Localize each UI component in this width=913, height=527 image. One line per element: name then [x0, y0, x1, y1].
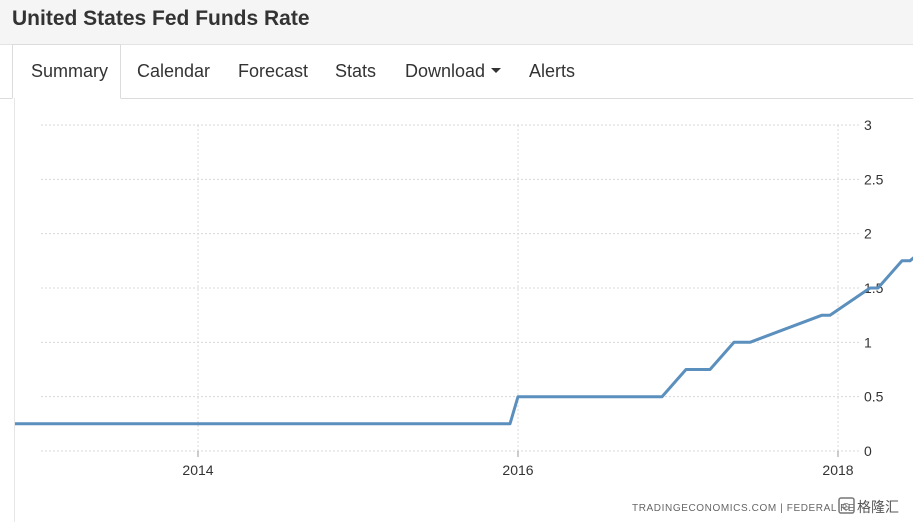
- y-tick-label: 0: [864, 443, 872, 459]
- watermark-text: 格隆汇: [857, 499, 899, 515]
- tab-alerts-label: Alerts: [529, 61, 576, 81]
- tab-bar: Summary Calendar Forecast Stats Download…: [0, 44, 913, 99]
- page-title: United States Fed Funds Rate: [12, 7, 310, 30]
- tab-download[interactable]: Download: [405, 45, 502, 97]
- tab-stats-label: Stats: [335, 61, 377, 81]
- tab-alerts[interactable]: Alerts: [529, 45, 575, 97]
- tab-summary-label: Summary: [31, 61, 109, 81]
- y-tick-label: 3: [864, 117, 872, 133]
- chevron-down-icon: [491, 68, 502, 74]
- y-tick-label: 1: [864, 334, 872, 350]
- x-tick-label: 2018: [822, 462, 853, 478]
- chart-grid: [41, 124, 861, 452]
- tab-summary[interactable]: Summary: [12, 44, 121, 99]
- tab-download-label: Download: [405, 61, 486, 81]
- y-tick-label: 2: [864, 226, 872, 242]
- y-tick-label: 2.5: [864, 171, 884, 187]
- x-axis-ticks: 20142016201820202022: [182, 451, 854, 478]
- tab-forecast-label: Forecast: [238, 61, 309, 81]
- tab-calendar-label: Calendar: [137, 61, 211, 81]
- x-tick-label: 2016: [502, 462, 533, 478]
- tab-stats[interactable]: Stats: [335, 45, 376, 97]
- tab-forecast[interactable]: Forecast: [238, 45, 308, 97]
- watermark-logo: G 格隆汇: [838, 497, 899, 515]
- chart-area: 20142016201820202022 00.511.522.53 TRADI…: [0, 98, 913, 522]
- fed-funds-chart: 20142016201820202022 00.511.522.53 TRADI…: [0, 117, 913, 515]
- y-tick-label: 0.5: [864, 389, 884, 405]
- tab-calendar[interactable]: Calendar: [137, 45, 210, 97]
- svg-text:G: G: [842, 502, 850, 513]
- source-credit: TRADINGECONOMICS.COM | FEDERAL RE: [632, 503, 855, 514]
- x-tick-label: 2014: [182, 462, 213, 478]
- title-bar: United States Fed Funds Rate: [0, 0, 913, 44]
- series-line: [0, 256, 913, 426]
